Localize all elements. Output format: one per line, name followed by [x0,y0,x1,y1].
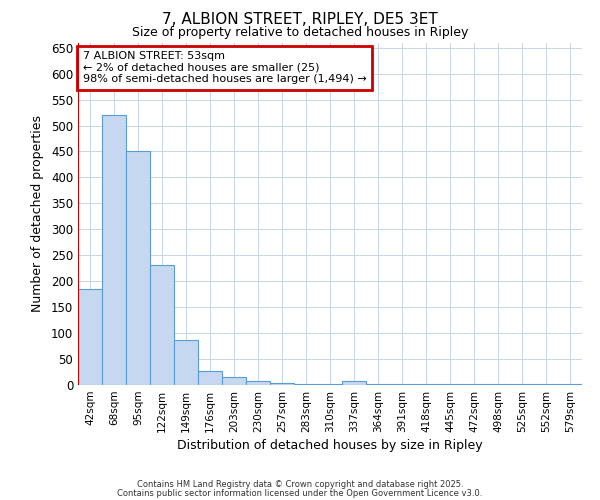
Text: Size of property relative to detached houses in Ripley: Size of property relative to detached ho… [132,26,468,39]
Bar [534,384,558,385]
Bar [366,384,390,385]
Bar [294,384,318,385]
Bar [486,384,510,385]
Y-axis label: Number of detached properties: Number of detached properties [31,116,44,312]
Text: 7, ALBION STREET, RIPLEY, DE5 3ET: 7, ALBION STREET, RIPLEY, DE5 3ET [162,12,438,28]
Bar [414,384,438,385]
Bar [438,384,462,385]
Bar [246,381,270,385]
Bar [222,377,246,385]
Text: Contains HM Land Registry data © Crown copyright and database right 2025.: Contains HM Land Registry data © Crown c… [137,480,463,489]
Text: 7 ALBION STREET: 53sqm
← 2% of detached houses are smaller (25)
98% of semi-deta: 7 ALBION STREET: 53sqm ← 2% of detached … [83,51,367,84]
Bar [558,384,582,385]
Bar [342,381,366,385]
Bar [510,384,534,385]
X-axis label: Distribution of detached houses by size in Ripley: Distribution of detached houses by size … [177,439,483,452]
Bar [102,115,126,385]
Text: Contains public sector information licensed under the Open Government Licence v3: Contains public sector information licen… [118,488,482,498]
Bar [198,371,222,385]
Bar [150,264,174,385]
Bar [462,384,486,385]
Bar [270,384,294,385]
Bar [126,152,150,385]
Bar [174,340,198,385]
Bar [390,384,414,385]
Bar [318,384,342,385]
Bar [78,289,102,385]
